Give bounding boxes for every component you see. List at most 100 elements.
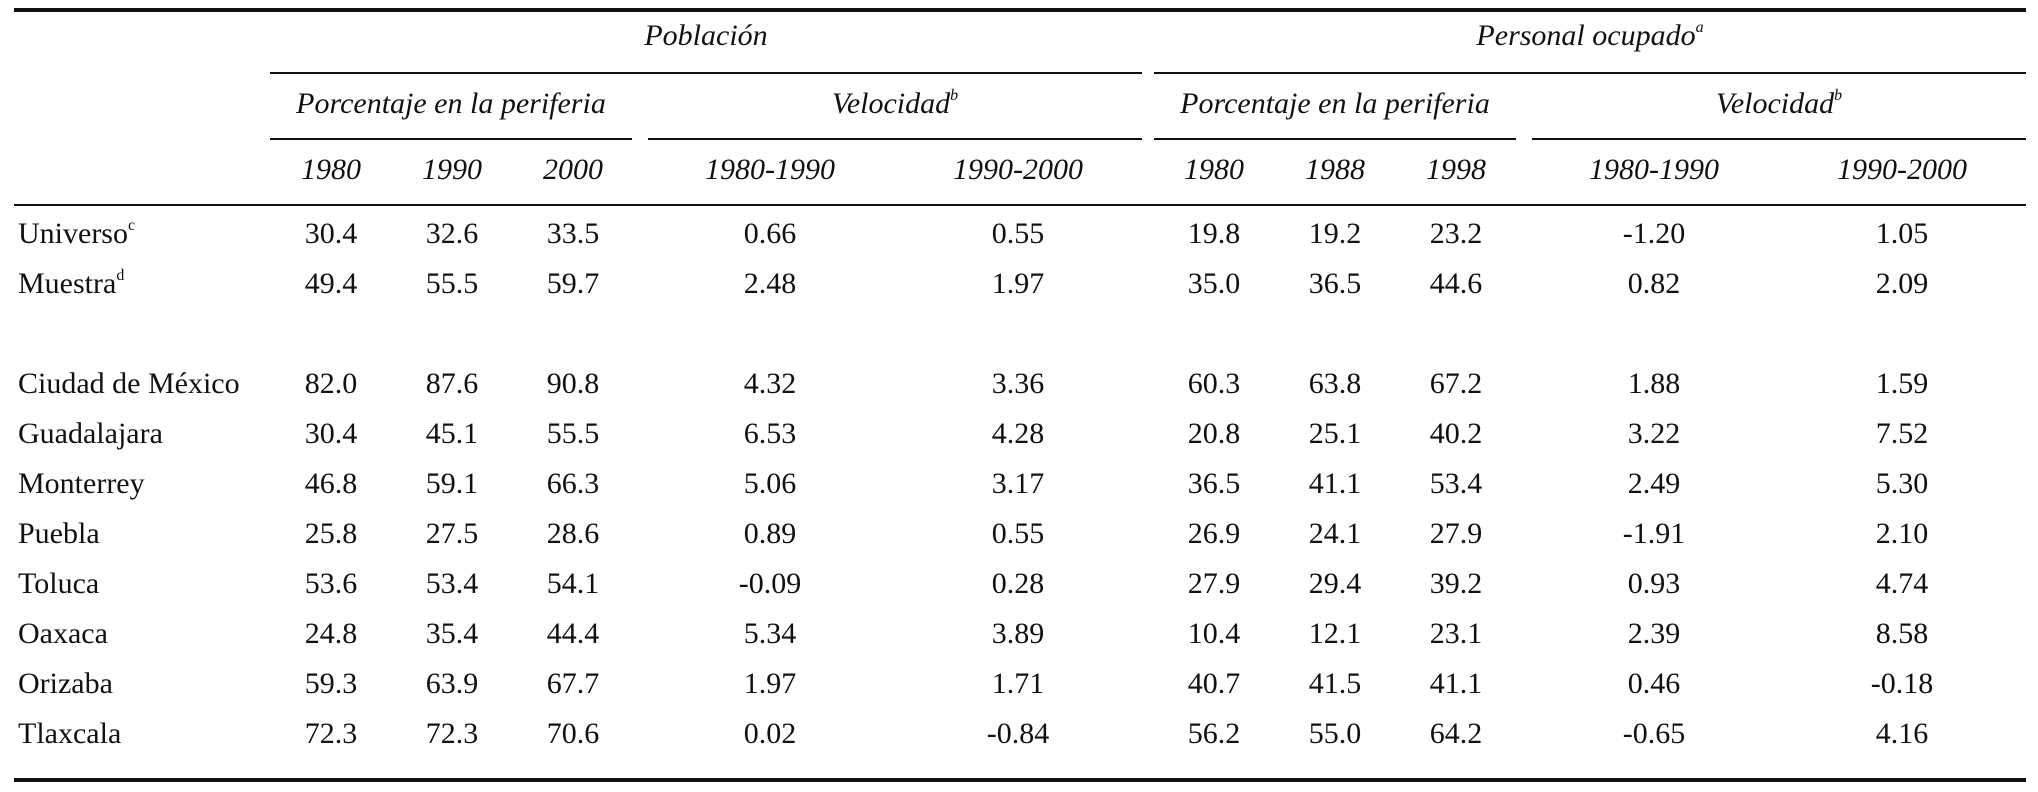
table-cell: 59.1: [425, 467, 479, 500]
table-cell: 33.5: [546, 217, 600, 250]
table-cell: 0.82: [1627, 267, 1681, 300]
table-cell: 45.1: [425, 417, 479, 450]
table-cell: -0.18: [1870, 667, 1934, 700]
table-cell: 53.6: [304, 567, 358, 600]
table-cell: 35.4: [425, 617, 479, 650]
table-cell: 5.06: [743, 467, 797, 500]
table-cell: 19.8: [1187, 217, 1241, 250]
table-cell: 55.0: [1308, 717, 1362, 750]
table-cell: 3.17: [991, 467, 1045, 500]
table-cell: 40.2: [1429, 417, 1483, 450]
row-label: Orizaba: [18, 667, 113, 700]
table-cell: 4.16: [1875, 717, 1929, 750]
table-cell: 59.7: [546, 267, 600, 300]
table-cell: 46.8: [304, 467, 358, 500]
col-header: 1980: [301, 153, 361, 186]
row-label: Monterrey: [18, 467, 145, 500]
col-header: 2000: [543, 153, 603, 186]
table-cell: 63.9: [425, 667, 479, 700]
poblacion-group-rule: [270, 72, 1142, 74]
subheader-per-velocidad: Velocidadb: [1715, 87, 1843, 120]
col-header: 1980-1990: [1589, 153, 1719, 186]
bottom-rule: [14, 778, 2026, 782]
subheader-pob-velocidad: Velocidadb: [831, 87, 959, 120]
table-cell: 72.3: [304, 717, 358, 750]
table-cell: 0.02: [743, 717, 797, 750]
table-cell: 4.28: [991, 417, 1045, 450]
table-cell: 29.4: [1308, 567, 1362, 600]
row-label: Guadalajara: [18, 417, 163, 450]
col-header: 1980-1990: [705, 153, 835, 186]
table-cell: 2.10: [1875, 517, 1929, 550]
table-cell: 87.6: [425, 367, 479, 400]
table-cell: 2.49: [1627, 467, 1681, 500]
table-cell: 0.66: [743, 217, 797, 250]
table-cell: 35.0: [1187, 267, 1241, 300]
table-cell: 2.39: [1627, 617, 1681, 650]
table-cell: 26.9: [1187, 517, 1241, 550]
table-cell: 36.5: [1308, 267, 1362, 300]
row-label: Oaxaca: [18, 617, 108, 650]
table-cell: 30.4: [304, 217, 358, 250]
table-cell: 27.5: [425, 517, 479, 550]
row-label: Muestrad: [18, 267, 125, 300]
table-cell: 25.8: [304, 517, 358, 550]
table-cell: 1.88: [1627, 367, 1681, 400]
footnote-marker: c: [127, 217, 136, 234]
table-cell: 3.89: [991, 617, 1045, 650]
table-cell: 0.55: [991, 217, 1045, 250]
table-cell: -0.65: [1622, 717, 1686, 750]
col-header: 1990-2000: [1837, 153, 1967, 186]
table-cell: 55.5: [425, 267, 479, 300]
table-cell: 53.4: [425, 567, 479, 600]
footnote-marker: b: [950, 87, 959, 104]
table-cell: 1.97: [991, 267, 1045, 300]
subheader-pob-porcentaje: Porcentaje en la periferia: [296, 87, 606, 120]
table-cell: 70.6: [546, 717, 600, 750]
table-cell: 40.7: [1187, 667, 1241, 700]
table-cell: 23.2: [1429, 217, 1483, 250]
pob-porcentaje-rule: [270, 138, 632, 140]
col-header: 1980: [1184, 153, 1244, 186]
table-cell: 67.7: [546, 667, 600, 700]
table-cell: 27.9: [1187, 567, 1241, 600]
table-cell: 0.55: [991, 517, 1045, 550]
table-cell: 3.22: [1627, 417, 1681, 450]
footnote-marker: d: [116, 267, 125, 284]
table-cell: 5.34: [743, 617, 797, 650]
pob-velocidad-rule: [648, 138, 1142, 140]
table-cell: 0.89: [743, 517, 797, 550]
table-cell: 1.71: [991, 667, 1045, 700]
col-header: 1988: [1305, 153, 1365, 186]
footnote-marker: b: [1834, 87, 1843, 104]
table-cell: -0.09: [738, 567, 802, 600]
table-cell: 1.59: [1875, 367, 1929, 400]
table-cell: -1.20: [1622, 217, 1686, 250]
table-cell: 0.46: [1627, 667, 1681, 700]
table-cell: 12.1: [1308, 617, 1362, 650]
table-cell: 60.3: [1187, 367, 1241, 400]
table-cell: 55.5: [546, 417, 600, 450]
per-porcentaje-rule: [1154, 138, 1516, 140]
top-rule: [14, 8, 2026, 12]
table-cell: 72.3: [425, 717, 479, 750]
row-label: Toluca: [18, 567, 100, 600]
table-cell: 67.2: [1429, 367, 1483, 400]
row-label: Ciudad de México: [18, 367, 240, 400]
col-header: 1990-2000: [953, 153, 1083, 186]
table-cell: 25.1: [1308, 417, 1362, 450]
table-cell: 6.53: [743, 417, 797, 450]
table-cell: 7.52: [1875, 417, 1929, 450]
table-cell: 54.1: [546, 567, 600, 600]
table-cell: 44.4: [546, 617, 600, 650]
table-cell: 41.1: [1429, 667, 1483, 700]
table-cell: 5.30: [1875, 467, 1929, 500]
table-cell: 32.6: [425, 217, 479, 250]
footnote-marker: a: [1695, 19, 1704, 36]
table-cell: 41.1: [1308, 467, 1362, 500]
personal-group-rule: [1154, 72, 2026, 74]
table-cell: 64.2: [1429, 717, 1483, 750]
header-bottom-rule: [14, 204, 2026, 206]
table-cell: 24.1: [1308, 517, 1362, 550]
table-cell: 19.2: [1308, 217, 1362, 250]
